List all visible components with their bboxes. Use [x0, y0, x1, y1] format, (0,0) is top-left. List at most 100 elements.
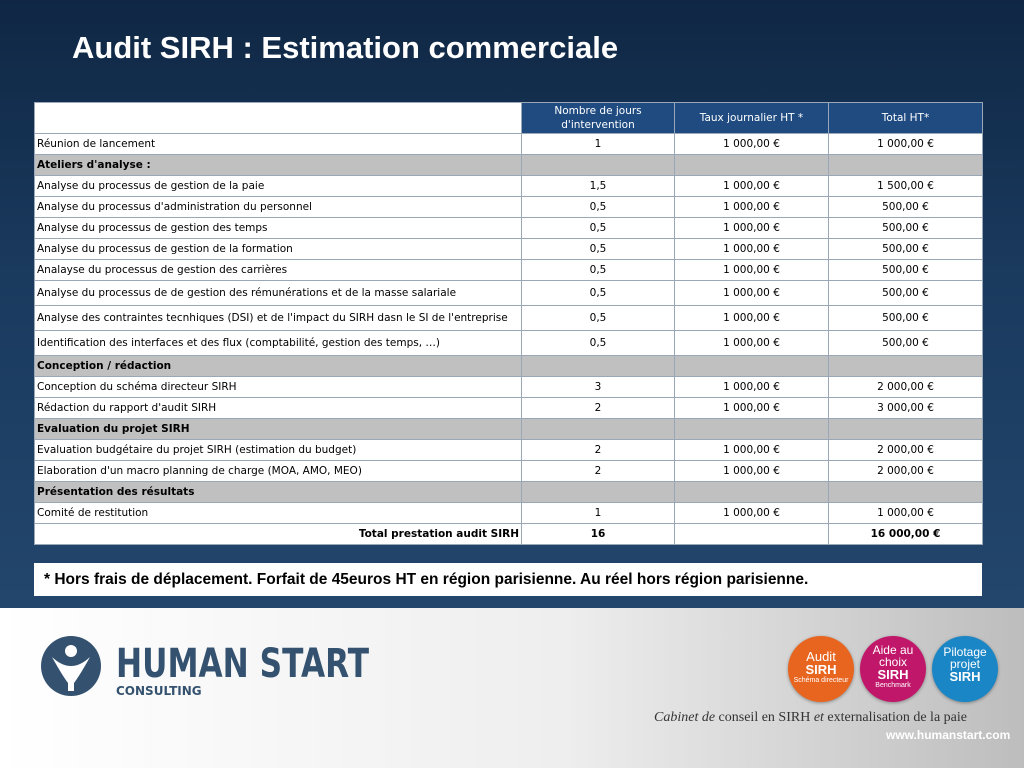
- table-row: Conception du schéma directeur SIRH 3 1 00…: [34, 376, 983, 398]
- row-rate: 1 000,00 €: [674, 305, 829, 331]
- section-row: Ateliers d'analyse :: [34, 154, 983, 176]
- total-amount: 16 000,00 €: [828, 523, 983, 545]
- page-title: Audit SIRH : Estimation commerciale: [72, 30, 619, 65]
- row-total: 1 000,00 €: [828, 133, 983, 155]
- table-row: Analyse du processus de gestion de la pa…: [34, 175, 983, 197]
- section-cell: [674, 355, 829, 377]
- header-days: Nombre de jours d'intervention: [521, 102, 675, 134]
- row-total: 500,00 €: [828, 280, 983, 306]
- table-row: Identification des interfaces et des flu…: [34, 330, 983, 356]
- row-rate: 1 000,00 €: [674, 238, 829, 260]
- table-row: Analyse du processus de de gestion des r…: [34, 280, 983, 306]
- badge-pilotage-line1: Pilotage projet: [943, 645, 987, 671]
- row-label: Analyse du processus de de gestion des r…: [34, 280, 522, 306]
- badge-pilotage: Pilotage projet SIRH: [932, 636, 998, 702]
- row-total: 1 000,00 €: [828, 502, 983, 524]
- row-days: 2: [521, 397, 675, 419]
- table-row: Réunion de lancement 1 1 000,00 €1 000,00 …: [34, 133, 983, 155]
- section-cell: [521, 154, 675, 176]
- row-rate: 1 000,00 €: [674, 280, 829, 306]
- row-total: 2 000,00 €: [828, 460, 983, 482]
- total-row: Total prestation audit SIRH 16 16 000,00 €: [34, 523, 983, 545]
- badge-aide-choix: Aide au choix SIRH Benchmark: [860, 636, 926, 702]
- row-rate: 1 000,00 €: [674, 259, 829, 281]
- badge-audit: Audit SIRH Schéma directeur: [788, 636, 854, 702]
- section-cell: [828, 355, 983, 377]
- row-days: 2: [521, 460, 675, 482]
- row-label: Analyse du processus de gestion des temp…: [34, 217, 522, 239]
- table-row: Comité de restitution 1 1 000,00 €1 000,00…: [34, 502, 983, 524]
- row-total: 500,00 €: [828, 305, 983, 331]
- table-row: Analyse du processus d'administration du…: [34, 196, 983, 218]
- human-start-logo-icon: [41, 636, 101, 696]
- row-days: 3: [521, 376, 675, 398]
- tagline-part2: conseil en SIRH: [718, 710, 811, 725]
- section-cell: [521, 418, 675, 440]
- row-label: Analyse des contraintes tecnhiques (DSI)…: [34, 305, 522, 331]
- row-days: 0,5: [521, 280, 675, 306]
- tagline: Cabinet de conseil en SIRH et externalis…: [654, 710, 967, 726]
- row-total: 500,00 €: [828, 238, 983, 260]
- section-cell: [674, 154, 829, 176]
- total-label: Total prestation audit SIRH: [34, 523, 522, 545]
- row-rate: 1 000,00 €: [674, 330, 829, 356]
- total-days: 16: [521, 523, 675, 545]
- row-days: 0,5: [521, 305, 675, 331]
- row-rate: 1 000,00 €: [674, 502, 829, 524]
- row-rate: 1 000,00 €: [674, 376, 829, 398]
- brand-name: HUMAN START: [116, 641, 370, 687]
- section-row: Conception / rédaction: [34, 355, 983, 377]
- section-cell: [828, 154, 983, 176]
- badge-audit-line3: Schéma directeur: [793, 677, 849, 684]
- row-label: Conception du schéma directeur SIRH: [34, 376, 522, 398]
- estimate-table: Nombre de jours d'intervention Taux jour…: [34, 102, 983, 545]
- badge-aide-line1: Aide au choix: [872, 643, 914, 669]
- section-label: Evaluation du projet SIRH: [34, 418, 522, 440]
- section-label: Présentation des résultats: [34, 481, 522, 503]
- row-days: 1,5: [521, 175, 675, 197]
- section-label: Conception / rédaction: [34, 355, 522, 377]
- row-rate: 1 000,00 €: [674, 175, 829, 197]
- row-days: 2: [521, 439, 675, 461]
- section-cell: [674, 481, 829, 503]
- row-label: Rédaction du rapport d'audit SIRH: [34, 397, 522, 419]
- tagline-part4: externalisation de la paie: [827, 710, 967, 725]
- table-header-row: Nombre de jours d'intervention Taux jour…: [34, 102, 983, 134]
- row-total: 2 000,00 €: [828, 376, 983, 398]
- badge-aide-line2: SIRH: [877, 667, 909, 682]
- table-row: Analyse du processus de gestion de la fo…: [34, 238, 983, 260]
- row-rate: 1 000,00 €: [674, 133, 829, 155]
- section-label: Ateliers d'analyse :: [34, 154, 522, 176]
- row-days: 0,5: [521, 238, 675, 260]
- row-label: Analyse du processus d'administration du…: [34, 196, 522, 218]
- row-rate: 1 000,00 €: [674, 460, 829, 482]
- tagline-part1: Cabinet de: [654, 710, 716, 725]
- section-row: Présentation des résultats: [34, 481, 983, 503]
- brand-subtitle: CONSULTING: [116, 684, 202, 698]
- table-row: Analyse des contraintes tecnhiques (DSI)…: [34, 305, 983, 331]
- table-row: Elaboration d'un macro planning de charg…: [34, 460, 983, 482]
- badge-pilotage-line2: SIRH: [949, 669, 981, 684]
- header-total: Total HT*: [828, 102, 983, 134]
- website-url: www.humanstart.com: [886, 728, 1011, 742]
- row-total: 500,00 €: [828, 259, 983, 281]
- section-cell: [674, 418, 829, 440]
- row-label: Identification des interfaces et des flu…: [34, 330, 522, 356]
- footnote: * Hors frais de déplacement. Forfait de …: [34, 563, 982, 596]
- badge-audit-line2: SIRH: [805, 662, 837, 677]
- row-total: 500,00 €: [828, 196, 983, 218]
- badge-aide-line3: Benchmark: [875, 682, 911, 689]
- row-total: 500,00 €: [828, 330, 983, 356]
- row-days: 0,5: [521, 259, 675, 281]
- row-total: 3 000,00 €: [828, 397, 983, 419]
- row-rate: 1 000,00 €: [674, 217, 829, 239]
- footer-band: [0, 608, 1024, 768]
- table-row: Rédaction du rapport d'audit SIRH 2 1 000,…: [34, 397, 983, 419]
- row-days: 0,5: [521, 217, 675, 239]
- row-label: Analyse du processus de gestion de la fo…: [34, 238, 522, 260]
- section-cell: [521, 355, 675, 377]
- header-rate: Taux journalier HT *: [674, 102, 829, 134]
- row-total: 1 500,00 €: [828, 175, 983, 197]
- row-rate: 1 000,00 €: [674, 196, 829, 218]
- table-row: Analyse du processus de gestion des temp…: [34, 217, 983, 239]
